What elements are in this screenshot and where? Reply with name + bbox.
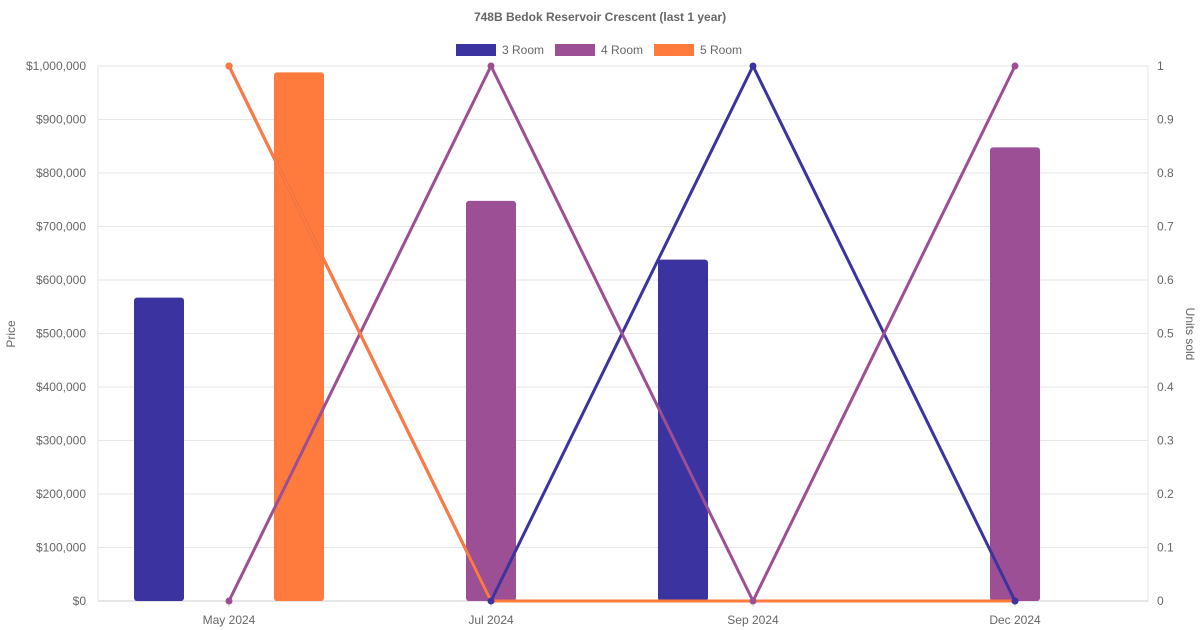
- bar-series: [134, 72, 1040, 602]
- x-tick-label: Dec 2024: [989, 613, 1041, 627]
- bar-5-room-may-2024: [274, 72, 324, 602]
- left-axis-ticks: $0 $100,000 $200,000 $300,000 $400,000 $500,0…: [26, 59, 86, 608]
- legend-label: 5 Room: [700, 43, 742, 57]
- legend: 3 Room 4 Room 5 Room: [456, 43, 742, 57]
- right-tick-label: 0: [1157, 594, 1164, 608]
- right-tick-label: 0.7: [1157, 220, 1174, 234]
- right-tick-label: 0.4: [1157, 380, 1174, 394]
- right-tick-label: 0.3: [1157, 434, 1174, 448]
- right-tick-label: 0.6: [1157, 273, 1174, 287]
- bar-4-room-jul-2024: [466, 200, 516, 601]
- left-tick-label: $200,000: [36, 487, 86, 501]
- left-tick-label: $700,000: [36, 220, 86, 234]
- point-5-room-may-2024: [225, 62, 233, 70]
- legend-label: 4 Room: [601, 43, 643, 57]
- left-tick-label: $1,000,000: [26, 59, 86, 73]
- right-axis-ticks: 0 0.1 0.2 0.3 0.4 0.5 0.6 0.7 0.8 0.9 1: [1157, 59, 1174, 608]
- bar-3-room-may-2024: [134, 297, 184, 601]
- legend-item-3-room: 3 Room: [456, 43, 544, 57]
- x-tick-label: Sep 2024: [727, 613, 779, 627]
- left-tick-label: $500,000: [36, 327, 86, 341]
- legend-swatch: [456, 44, 496, 56]
- legend-item-5-room: 5 Room: [654, 43, 742, 57]
- point-4-room-sep-2024: [749, 597, 757, 605]
- x-axis-ticks: May 2024 Jul 2024 Sep 2024 Dec 2024: [203, 601, 1041, 627]
- left-tick-label: $100,000: [36, 541, 86, 555]
- legend-label: 3 Room: [502, 43, 544, 57]
- legend-swatch: [555, 44, 595, 56]
- point-3-room-jul-2024: [487, 597, 495, 605]
- legend-swatch: [654, 44, 694, 56]
- right-tick-label: 0.1: [1157, 541, 1174, 555]
- right-tick-label: 0.5: [1157, 327, 1174, 341]
- x-tick-label: May 2024: [203, 613, 256, 627]
- bar-4-room-dec-2024: [990, 147, 1040, 601]
- line-5-room-units: [227, 65, 1015, 603]
- left-tick-label: $0: [73, 594, 87, 608]
- chart-title: 748B Bedok Reservoir Crescent (last 1 ye…: [474, 10, 726, 24]
- point-4-room-jul-2024: [487, 62, 495, 70]
- point-3-room-sep-2024: [749, 62, 757, 70]
- left-axis-title: Price: [4, 320, 18, 348]
- left-tick-label: $600,000: [36, 273, 86, 287]
- left-tick-label: $800,000: [36, 166, 86, 180]
- left-tick-label: $300,000: [36, 434, 86, 448]
- left-tick-label: $900,000: [36, 113, 86, 127]
- legend-item-4-room: 4 Room: [555, 43, 643, 57]
- line-series: [225, 62, 1019, 605]
- bar-3-room-sep-2024: [658, 259, 708, 601]
- right-tick-label: 0.2: [1157, 487, 1174, 501]
- point-4-room-may-2024: [225, 597, 233, 605]
- point-3-room-dec-2024: [1011, 597, 1019, 605]
- x-tick-label: Jul 2024: [468, 613, 514, 627]
- point-4-room-dec-2024: [1011, 62, 1019, 70]
- left-tick-label: $400,000: [36, 380, 86, 394]
- right-tick-label: 0.9: [1157, 113, 1174, 127]
- right-tick-label: 0.8: [1157, 166, 1174, 180]
- right-tick-label: 1: [1157, 59, 1164, 73]
- right-axis-title: Units sold: [1183, 308, 1197, 361]
